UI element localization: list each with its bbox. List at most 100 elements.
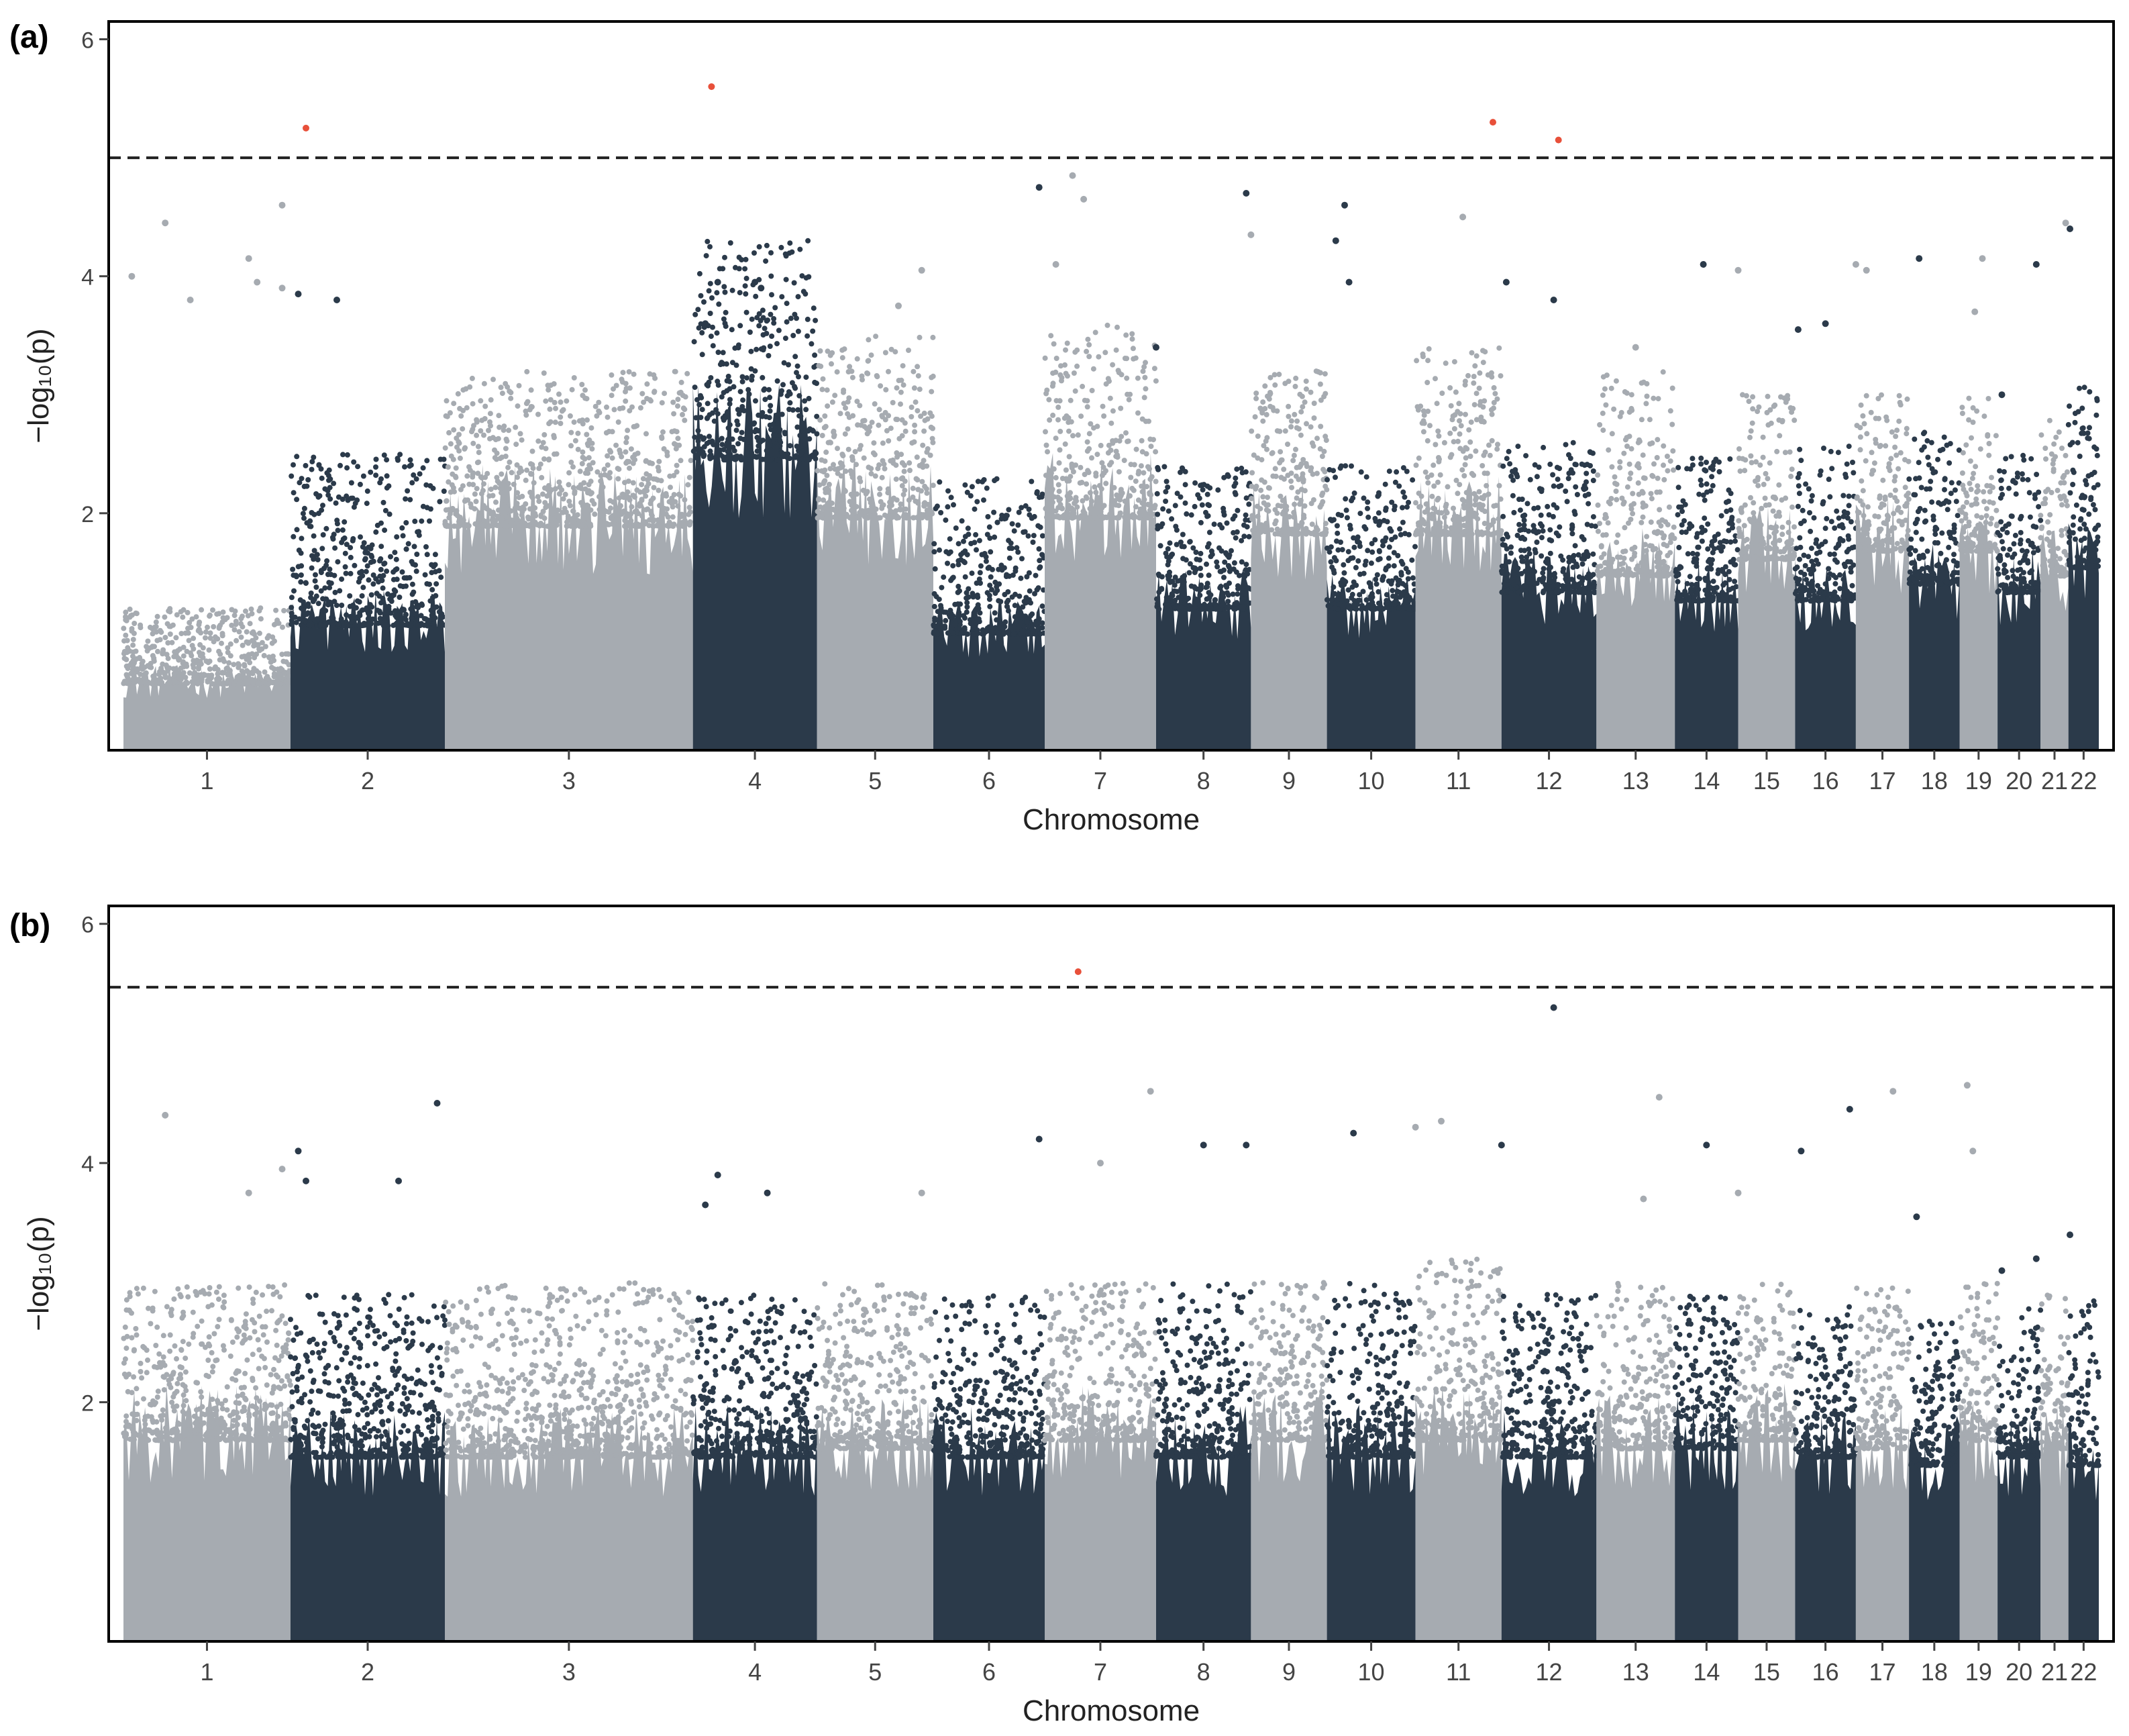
snp-point: [1053, 474, 1059, 480]
snp-point: [1471, 380, 1477, 386]
snp-point: [974, 547, 979, 553]
snp-point: [1300, 471, 1306, 477]
snp-point: [1297, 391, 1303, 397]
snp-point: [366, 621, 372, 627]
snp-point: [165, 640, 171, 646]
snp-point: [134, 666, 140, 672]
snp-point: [362, 556, 368, 562]
snp-point: [1324, 487, 1330, 493]
snp-point: [677, 514, 683, 520]
snp-point: [800, 289, 807, 295]
snp-point: [579, 461, 585, 466]
snp-point: [1621, 556, 1627, 561]
snp-point: [543, 446, 549, 452]
snp-point: [670, 514, 676, 520]
snp-point: [193, 671, 199, 677]
snp-point: [1604, 372, 1610, 378]
snp-point: [232, 608, 238, 614]
snp-point: [947, 607, 953, 613]
snp-point: [547, 406, 553, 412]
snp-point: [240, 642, 246, 648]
snp-point: [185, 630, 191, 636]
snp-point: [1568, 467, 1574, 473]
snp-point: [312, 578, 318, 584]
snp-point: [1192, 570, 1198, 575]
snp-point: [1510, 582, 1516, 588]
snp-point: [982, 551, 988, 556]
snp-point: [231, 613, 238, 619]
snp-point: [1516, 497, 1522, 503]
snp-point: [432, 615, 438, 621]
snp-point: [1555, 533, 1561, 539]
snp-point: [233, 621, 239, 627]
snp-point: [1477, 370, 1483, 376]
snp-point: [1613, 378, 1619, 384]
snp-point: [838, 514, 844, 520]
snp-point: [784, 319, 790, 325]
snp-point: [294, 527, 300, 533]
snp-point: [1334, 538, 1339, 544]
snp-point: [871, 515, 877, 521]
snp-point: [837, 509, 843, 515]
snp-point: [822, 458, 828, 464]
snp-point: [1291, 452, 1297, 458]
snp-point: [556, 491, 562, 497]
snp-point: [360, 473, 366, 479]
snp-point: [674, 469, 680, 475]
snp-point: [1129, 331, 1135, 337]
snp-point: [466, 481, 472, 487]
snp-point: [1302, 399, 1308, 405]
snp-point: [1139, 489, 1145, 495]
snp-point: [363, 546, 368, 552]
snp-point: [313, 584, 319, 590]
snp-point: [283, 651, 289, 657]
snp-point: [589, 446, 595, 452]
snp-point: [309, 466, 315, 472]
snp-point: [497, 424, 503, 430]
snp-point: [458, 487, 464, 493]
snp-point: [329, 615, 335, 621]
snp-point: [832, 507, 838, 513]
snp-point: [873, 334, 879, 340]
snp-point: [1206, 595, 1212, 601]
snp-point: [511, 481, 517, 487]
snp-point: [846, 414, 852, 420]
snp-point: [717, 362, 723, 368]
snp-point: [1006, 573, 1012, 579]
snp-point: [258, 616, 264, 622]
snp-point: [414, 552, 420, 557]
snp-point: [639, 497, 645, 503]
snp-point: [449, 482, 455, 488]
snp-point: [200, 645, 206, 651]
snp-point: [1615, 532, 1621, 538]
snp-point: [551, 381, 557, 387]
snp-point: [1348, 556, 1354, 561]
snp-point: [1145, 501, 1151, 507]
snp-point: [361, 540, 367, 546]
snp-point: [839, 355, 845, 361]
snp-point: [1489, 531, 1495, 538]
peak-snp: [895, 302, 902, 309]
snp-point: [271, 658, 277, 664]
snp-point: [185, 609, 191, 615]
snp-point: [1539, 523, 1545, 529]
snp-point: [1273, 473, 1279, 479]
snp-point: [577, 468, 583, 474]
snp-point: [571, 519, 577, 525]
snp-point: [1448, 403, 1454, 409]
snp-point: [1608, 385, 1614, 391]
snp-point: [713, 398, 719, 404]
snp-point: [786, 456, 792, 462]
snp-point: [344, 612, 350, 618]
snp-point: [382, 611, 388, 617]
snp-point: [1206, 541, 1212, 547]
snp-point: [423, 544, 429, 550]
snp-point: [881, 461, 887, 467]
snp-point: [631, 371, 637, 377]
peak-snp: [1332, 237, 1339, 244]
snp-point: [968, 493, 974, 499]
snp-point: [1514, 472, 1520, 478]
snp-point: [1569, 576, 1575, 582]
snp-point: [1386, 578, 1392, 584]
snp-point: [1161, 464, 1167, 470]
